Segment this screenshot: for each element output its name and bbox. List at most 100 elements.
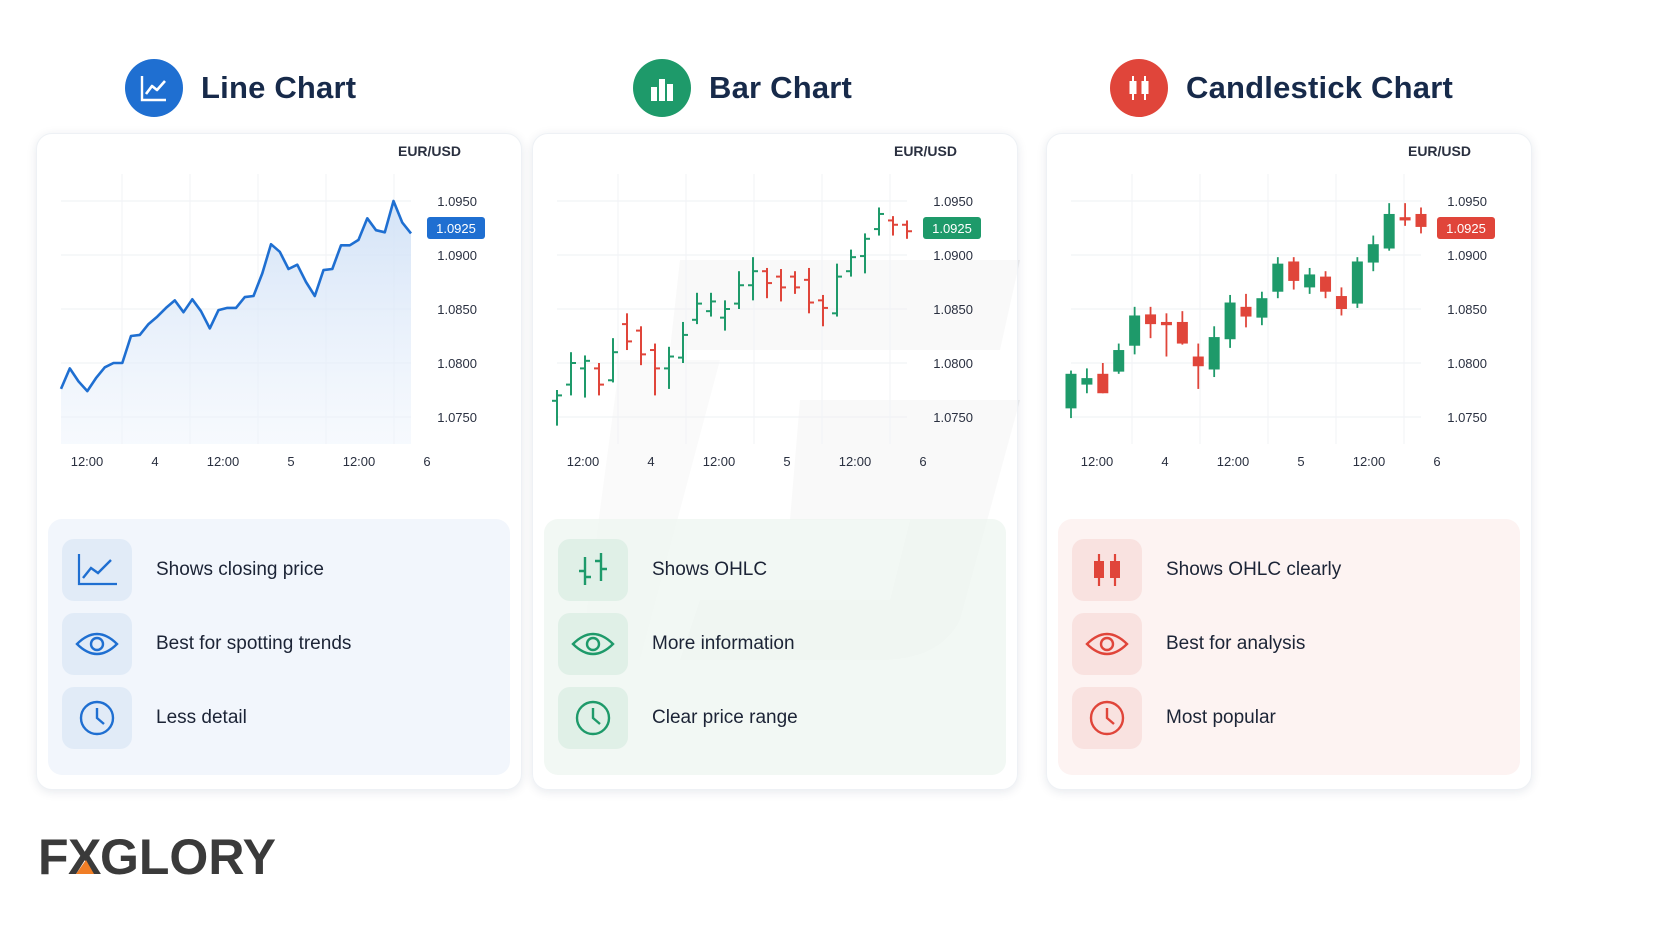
x-tick-label: 6 xyxy=(1433,454,1440,469)
y-tick-label: 1.0750 xyxy=(933,410,973,425)
eye-icon xyxy=(558,613,628,675)
candlestick-chart-card: 1.0950 1.0900 1.0850 1.0800 1.0750 12:00 4 12:0… xyxy=(1046,133,1532,790)
line-features-panel: Shows closing price Best for spotting tr… xyxy=(48,519,510,775)
line-area-fill xyxy=(61,201,411,444)
candle xyxy=(1399,203,1411,226)
bar-features-panel: Shows OHLC More information Clear price … xyxy=(544,519,1006,775)
candle xyxy=(1272,257,1284,299)
feature-label: Shows closing price xyxy=(156,559,324,580)
candle xyxy=(1320,271,1332,299)
ohlc-bar xyxy=(594,363,604,396)
candle xyxy=(1097,363,1109,394)
line-chart-heading: Line Chart xyxy=(125,58,356,118)
y-tick-label: 1.0900 xyxy=(1447,248,1487,263)
feature-row: Best for analysis xyxy=(1072,613,1502,675)
x-tick-label: 12:00 xyxy=(71,454,104,469)
ohlc-bar xyxy=(860,233,870,274)
feature-label: More information xyxy=(652,633,795,654)
ohlc-bar xyxy=(706,292,716,317)
ohlc-bar xyxy=(804,267,814,314)
line-chart-card: 1.0950 1.0900 1.0850 1.0800 1.0750 12:00 4 12:0… xyxy=(36,133,522,790)
ohlc-bars-icon xyxy=(558,539,628,601)
candle xyxy=(1304,267,1316,294)
candle xyxy=(1113,343,1125,374)
ohlc-bar xyxy=(552,390,562,426)
y-tick-label: 1.0850 xyxy=(1447,302,1487,317)
ohlc-bar xyxy=(580,355,590,398)
logo-accent-mark xyxy=(76,860,94,874)
feature-label: Best for analysis xyxy=(1166,633,1306,654)
feature-row: Clear price range xyxy=(558,687,988,749)
x-tick-label: 12:00 xyxy=(703,454,736,469)
trend-line-icon xyxy=(62,539,132,601)
ohlc-bar xyxy=(566,352,576,396)
ohlc-bar xyxy=(832,263,842,317)
candle xyxy=(1335,287,1347,316)
ohlc-bar xyxy=(664,346,674,389)
current-price-box xyxy=(923,217,981,239)
ohlc-bar xyxy=(776,269,786,302)
candle xyxy=(1383,203,1395,251)
bar-chart-title: Bar Chart xyxy=(709,70,853,105)
feature-label: Less detail xyxy=(156,707,247,728)
candle xyxy=(1208,326,1220,378)
current-price-label: 1.0925 xyxy=(436,221,476,236)
candle xyxy=(1288,257,1300,290)
eye-icon xyxy=(62,613,132,675)
candle xyxy=(1081,368,1093,394)
y-tick-label: 1.0750 xyxy=(1447,410,1487,425)
line-chart-plot: 1.0950 1.0900 1.0850 1.0800 1.0750 12:00 4 12:0… xyxy=(59,143,485,469)
x-tick-label: 12:00 xyxy=(567,454,600,469)
x-tick-label: 6 xyxy=(919,454,926,469)
x-tick-label: 12:00 xyxy=(839,454,872,469)
price-line-series xyxy=(59,199,413,393)
candle xyxy=(1224,294,1236,348)
ohlc-bar xyxy=(622,313,632,351)
x-tick-label: 12:00 xyxy=(343,454,376,469)
candle xyxy=(1256,291,1268,326)
candle xyxy=(1415,207,1427,234)
current-price-box xyxy=(427,217,485,239)
y-tick-label: 1.0850 xyxy=(437,302,477,317)
x-tick-label: 12:00 xyxy=(207,454,240,469)
feature-row: Shows closing price xyxy=(62,539,492,601)
x-tick-label: 4 xyxy=(151,454,158,469)
x-tick-label: 12:00 xyxy=(1353,454,1386,469)
x-tick-label: 5 xyxy=(783,454,790,469)
svg-text:GLORY: GLORY xyxy=(100,830,276,885)
candlestick-chart-heading: Candlestick Chart xyxy=(1110,58,1453,118)
ohlc-bar xyxy=(846,249,856,277)
ohlc-bar xyxy=(762,267,772,299)
bar-chart-icon xyxy=(633,59,691,117)
bar-chart-plot: 1.0950 1.0900 1.0850 1.0800 1.0750 12:00 4 12:0… xyxy=(552,143,981,469)
x-tick-label: 5 xyxy=(1297,454,1304,469)
candle xyxy=(1367,235,1379,272)
ohlc-bar xyxy=(888,216,898,236)
current-price-label: 1.0925 xyxy=(932,221,972,236)
clock-icon xyxy=(558,687,628,749)
y-tick-label: 1.0750 xyxy=(437,410,477,425)
pair-label: EUR/USD xyxy=(398,143,461,159)
candle xyxy=(1145,306,1157,339)
x-tick-label: 4 xyxy=(647,454,654,469)
candles-icon xyxy=(1072,539,1142,601)
candle xyxy=(1192,343,1204,389)
current-price-label: 1.0925 xyxy=(1446,221,1486,236)
feature-label: Clear price range xyxy=(652,707,798,728)
ohlc-bar xyxy=(692,292,702,325)
current-price-box xyxy=(1437,217,1495,239)
candlestick-features-panel: Shows OHLC clearly Best for analysis Mos… xyxy=(1058,519,1520,775)
ohlc-bar xyxy=(748,257,758,301)
line-chart-icon xyxy=(125,59,183,117)
candle xyxy=(1351,257,1363,308)
y-tick-label: 1.0950 xyxy=(933,194,973,209)
grid xyxy=(557,174,907,444)
x-tick-label: 12:00 xyxy=(1217,454,1250,469)
x-tick-label: 5 xyxy=(287,454,294,469)
feature-label: Shows OHLC clearly xyxy=(1166,559,1342,580)
candle xyxy=(1176,311,1188,345)
feature-row: More information xyxy=(558,613,988,675)
candle xyxy=(1240,293,1252,328)
bar-chart-card: 1.0950 1.0900 1.0850 1.0800 1.0750 12:00 4 12:0… xyxy=(532,133,1018,790)
y-tick-label: 1.0900 xyxy=(437,248,477,263)
